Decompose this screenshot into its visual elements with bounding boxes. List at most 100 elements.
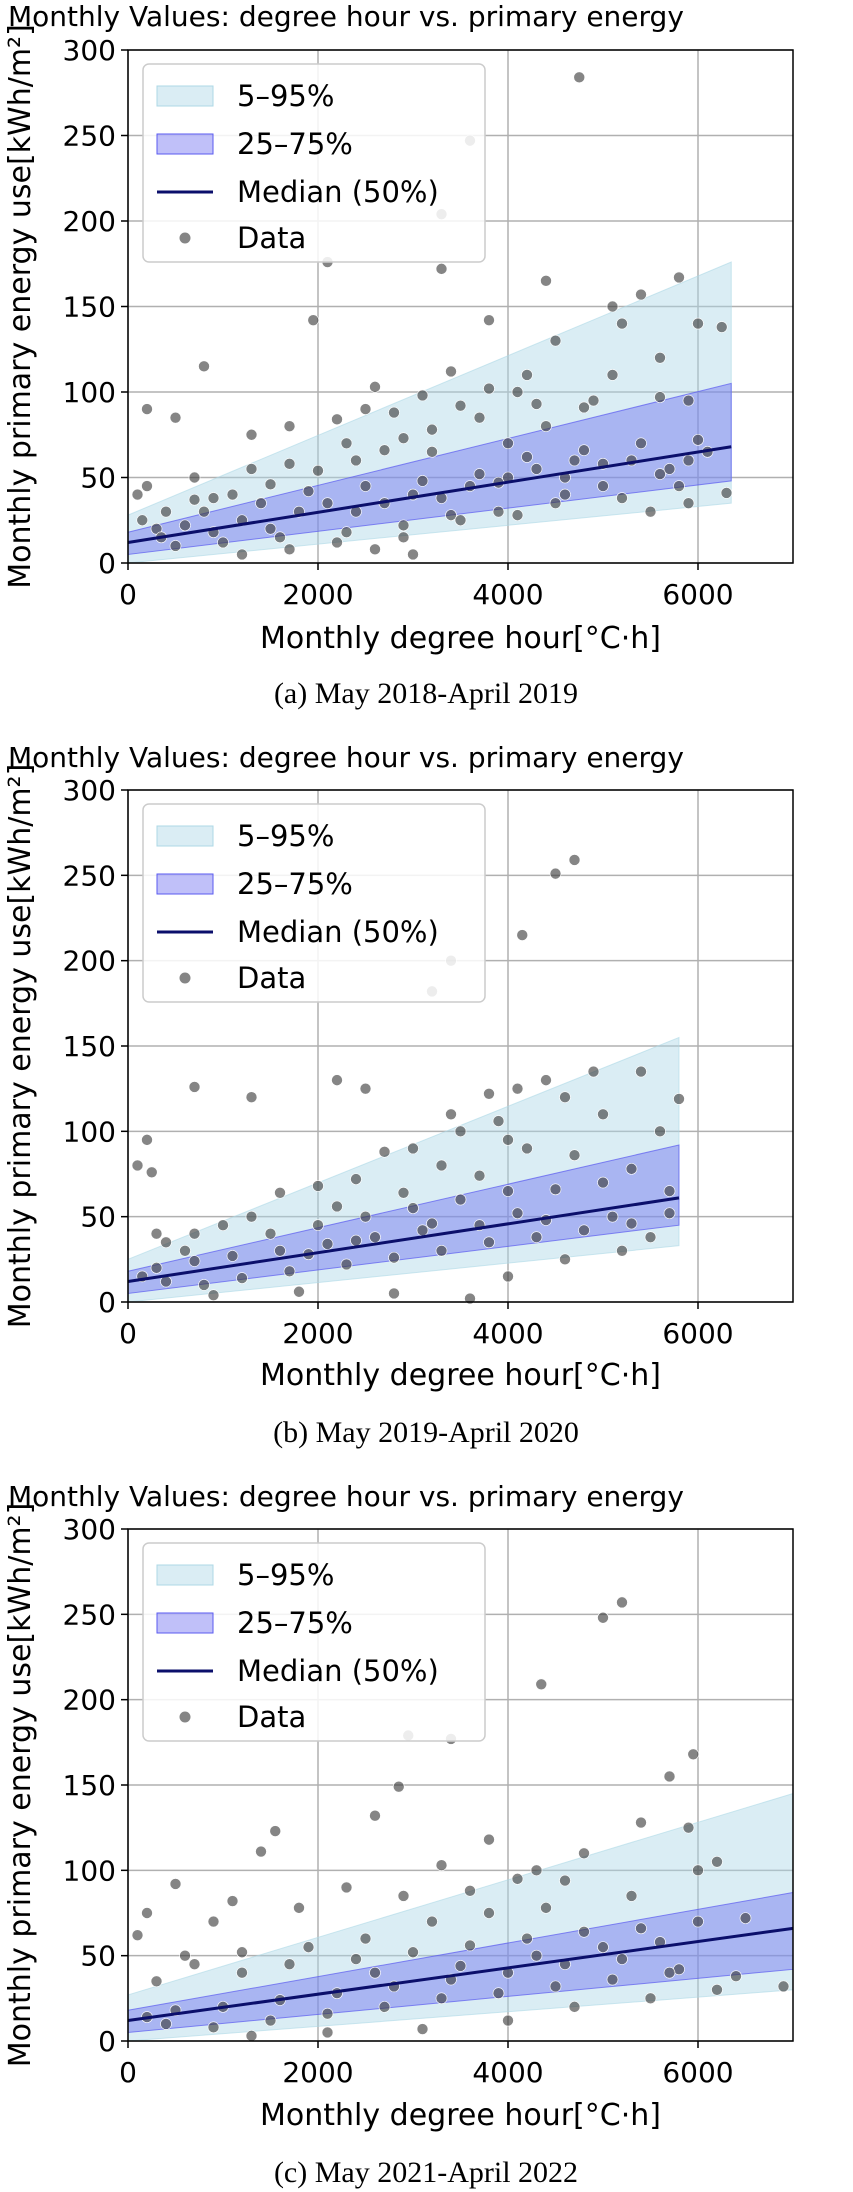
data-point <box>264 2014 277 2027</box>
x-tick-label: 2000 <box>282 2056 353 2089</box>
data-point <box>616 1953 628 1965</box>
data-point <box>160 2018 172 2030</box>
y-tick-label: 200 <box>63 1684 116 1717</box>
data-point <box>511 1082 524 1095</box>
data-point <box>236 1272 248 1284</box>
data-point <box>502 1185 514 1197</box>
legend-swatch-data <box>179 232 191 244</box>
data-point <box>321 2007 334 2020</box>
data-point <box>635 1065 647 1078</box>
data-point <box>188 471 201 484</box>
y-tick-label: 200 <box>63 945 116 978</box>
data-point <box>359 480 372 492</box>
data-point <box>388 1251 400 1264</box>
data-point <box>549 334 562 347</box>
data-point <box>502 437 514 450</box>
data-point <box>141 1907 153 1919</box>
data-point <box>407 1946 419 1959</box>
data-point <box>578 1925 590 1938</box>
data-point <box>255 1845 267 1858</box>
data-point <box>502 1134 514 1146</box>
data-point <box>521 451 533 463</box>
data-point <box>150 1227 163 1240</box>
y-tick-label: 0 <box>98 1286 116 1319</box>
chart-title: Monthly Values: degree hour vs. primary … <box>8 0 684 33</box>
data-point <box>606 300 619 313</box>
data-point <box>198 505 210 518</box>
data-point <box>511 1873 524 1885</box>
data-point <box>711 1984 723 1996</box>
data-point <box>426 446 438 458</box>
data-point <box>540 275 552 287</box>
x-tick-label: 0 <box>119 2056 137 2089</box>
data-point <box>549 867 562 880</box>
y-tick-label: 150 <box>63 1030 116 1063</box>
data-point <box>331 1200 343 1213</box>
data-point <box>568 454 581 467</box>
legend-label: 25–75% <box>237 1606 353 1640</box>
data-point <box>511 509 524 521</box>
data-point <box>454 399 467 412</box>
y-tick-label: 250 <box>63 120 116 153</box>
legend-label: 25–75% <box>237 867 353 901</box>
data-point <box>597 1108 609 1121</box>
data-point <box>274 1245 286 1257</box>
y-tick-label: 250 <box>63 1598 116 1631</box>
data-point <box>150 1975 163 1988</box>
data-point <box>331 536 343 549</box>
y-tick-label: 100 <box>63 1115 116 1148</box>
data-point <box>663 1185 676 1197</box>
data-point <box>454 1193 467 1206</box>
legend-label: 25–75% <box>237 127 353 161</box>
data-point <box>312 1180 324 1192</box>
data-point <box>483 382 495 395</box>
legend-swatch-25-75 <box>156 873 214 895</box>
data-point <box>673 1093 685 1105</box>
data-point <box>511 386 524 398</box>
data-point <box>483 314 495 326</box>
data-point <box>416 2023 429 2035</box>
data-point <box>483 1087 495 1100</box>
data-point <box>573 71 586 84</box>
data-point <box>540 420 552 433</box>
data-point <box>483 1236 495 1249</box>
data-point <box>663 463 676 475</box>
x-tick-label: 6000 <box>662 578 733 611</box>
legend-label: Data <box>237 221 306 255</box>
data-point <box>521 1932 533 1945</box>
data-point <box>340 526 353 539</box>
data-point <box>530 463 543 475</box>
data-point <box>687 1748 700 1761</box>
data-point <box>568 1149 581 1162</box>
data-point <box>245 1091 258 1103</box>
data-point <box>597 1941 609 1953</box>
legend-box <box>142 1542 486 1742</box>
legend: 5–95% 25–75% Median (50%) Data <box>142 1542 486 1742</box>
data-point <box>692 434 704 446</box>
data-point <box>340 1881 353 1894</box>
x-axis-label: Monthly degree hour[°C·h] <box>260 621 661 656</box>
data-point <box>473 468 486 480</box>
data-point <box>654 468 666 480</box>
data-point <box>587 394 600 407</box>
legend-swatch-data <box>179 1711 191 1723</box>
data-point <box>578 401 590 414</box>
data-point <box>150 1262 163 1274</box>
data-point <box>312 464 324 477</box>
data-point <box>625 1163 638 1175</box>
data-point <box>549 497 562 509</box>
x-tick-label: 0 <box>119 578 137 611</box>
legend-swatch-5-95 <box>156 85 214 107</box>
data-point <box>321 1238 334 1250</box>
data-point <box>516 929 529 941</box>
data-point <box>540 1074 552 1086</box>
median-line <box>127 1196 680 1284</box>
data-point <box>416 1224 429 1237</box>
data-point <box>169 411 182 424</box>
y-tick-label: 150 <box>63 1769 116 1802</box>
data-point <box>435 1245 448 1257</box>
data-point <box>245 2030 258 2042</box>
data-point <box>340 437 353 450</box>
data-point <box>226 488 239 501</box>
data-point <box>207 2021 220 2034</box>
